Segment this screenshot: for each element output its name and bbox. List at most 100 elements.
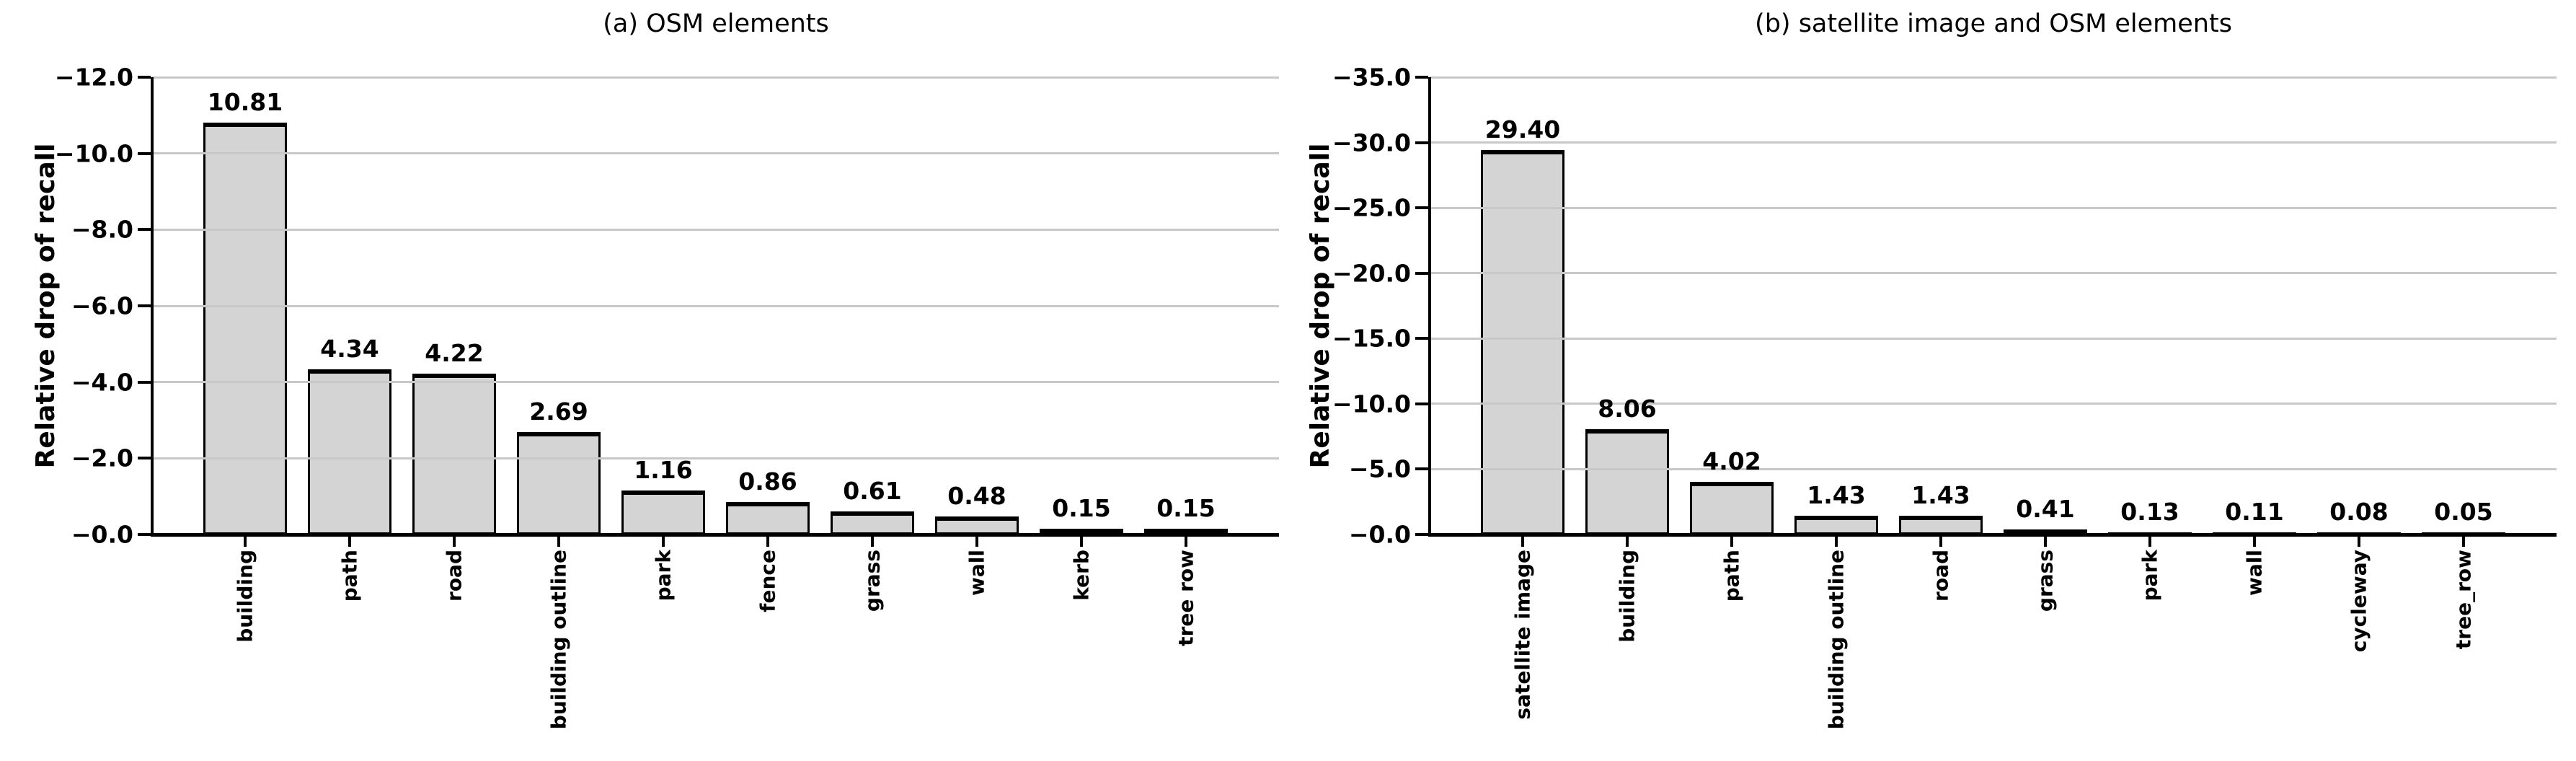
chart-title-a: (a) OSM elements <box>603 9 829 38</box>
y-axis-spine <box>151 77 154 536</box>
y-tick-mark <box>138 533 151 536</box>
y-tick-mark <box>138 151 151 155</box>
bar-road <box>1899 516 1983 535</box>
x-tick-label-building: building <box>1615 550 1639 643</box>
x-tick-mark <box>2358 537 2360 547</box>
x-tick-mark <box>662 537 665 547</box>
y-tick-label: −35.0 <box>1332 63 1411 92</box>
bar-building-outline <box>517 431 601 535</box>
bar-road <box>412 374 496 535</box>
gridline <box>152 304 1279 307</box>
x-tick-label-park: park <box>651 550 676 602</box>
bar-value-label-wall: 0.11 <box>2225 498 2284 526</box>
y-tick-mark <box>1415 467 1428 471</box>
bar-path <box>308 369 391 535</box>
bar-wall <box>935 516 1019 535</box>
x-tick-mark <box>453 537 456 547</box>
bar-building <box>1585 428 1669 535</box>
x-tick-label-cycleway: cycleway <box>2347 550 2371 653</box>
bar-value-label-park: 0.13 <box>2120 498 2179 526</box>
x-tick-label-path: path <box>1719 550 1744 602</box>
y-tick-mark <box>1415 402 1428 405</box>
y-axis-label-b: Relative drop of recall <box>1306 143 1335 469</box>
gridline <box>152 152 1279 155</box>
bar-satellite-image <box>1481 150 1564 535</box>
x-tick-label-kerb: kerb <box>1069 550 1094 601</box>
x-tick-label-satellite-image: satellite image <box>1510 550 1535 720</box>
y-tick-mark <box>138 380 151 384</box>
bar-building <box>203 122 287 535</box>
x-tick-label-building-outline: building outline <box>1824 550 1849 730</box>
gridline <box>1430 403 2557 405</box>
x-tick-label-tree-row: tree row <box>1174 550 1198 646</box>
x-tick-mark <box>244 537 247 547</box>
y-tick-label: −12.0 <box>54 63 133 92</box>
bar-value-label-path: 4.02 <box>1702 447 1761 476</box>
y-tick-label: −10.0 <box>1332 390 1411 418</box>
gridline <box>1430 141 2557 144</box>
y-tick-label: −2.0 <box>71 444 133 472</box>
x-axis-line <box>1428 533 2557 537</box>
x-tick-mark <box>766 537 769 547</box>
x-tick-mark <box>1730 537 1733 547</box>
y-tick-mark <box>138 457 151 460</box>
gridline <box>152 76 1279 79</box>
x-tick-label-road: road <box>442 550 466 602</box>
x-tick-label-path: path <box>337 550 362 602</box>
x-tick-mark <box>557 537 560 547</box>
x-tick-mark <box>1185 537 1187 547</box>
gridline <box>152 228 1279 231</box>
gridline <box>1430 272 2557 275</box>
bar-value-label-satellite-image: 29.40 <box>1484 115 1561 144</box>
x-tick-label-grass: grass <box>2033 550 2058 612</box>
gridline <box>1430 76 2557 79</box>
bar-park <box>621 490 705 535</box>
x-tick-mark <box>1080 537 1083 547</box>
y-tick-label: −30.0 <box>1332 128 1411 157</box>
x-tick-mark <box>1626 537 1629 547</box>
gridline <box>152 381 1279 384</box>
bar-fence <box>726 501 810 535</box>
gridline <box>152 457 1279 459</box>
y-tick-mark <box>1415 76 1428 79</box>
bar-value-label-tree-row: 0.05 <box>2434 498 2493 526</box>
bar-value-label-kerb: 0.15 <box>1052 494 1111 523</box>
x-tick-mark <box>1835 537 1838 547</box>
bar-value-label-grass: 0.61 <box>843 476 902 505</box>
y-axis-label-a: Relative drop of recall <box>31 143 61 469</box>
x-tick-label-building-outline: building outline <box>546 550 571 730</box>
y-tick-label: −4.0 <box>71 368 133 397</box>
y-tick-mark <box>138 228 151 232</box>
bar-value-label-building: 10.81 <box>207 87 283 116</box>
x-tick-mark <box>1521 537 1524 547</box>
y-tick-label: −25.0 <box>1332 193 1411 222</box>
x-tick-label-park: park <box>2138 550 2162 602</box>
y-tick-mark <box>1415 533 1428 536</box>
x-tick-label-road: road <box>1929 550 1953 602</box>
gridline <box>1430 467 2557 470</box>
y-tick-mark <box>1415 141 1428 144</box>
y-tick-mark <box>1415 337 1428 340</box>
bar-value-label-fence: 0.86 <box>738 467 797 496</box>
x-tick-mark <box>2462 537 2465 547</box>
chart-title-b: (b) satellite image and OSM elements <box>1755 9 2232 38</box>
bar-value-label-park: 1.16 <box>634 455 693 484</box>
x-tick-label-wall: wall <box>2242 550 2267 596</box>
gridline <box>1430 206 2557 209</box>
x-axis-line <box>151 533 1279 537</box>
x-tick-mark <box>2148 537 2151 547</box>
y-tick-mark <box>138 76 151 79</box>
y-tick-label: −0.0 <box>1348 520 1411 549</box>
gridline <box>1430 337 2557 340</box>
x-tick-label-building: building <box>233 550 257 643</box>
bar-value-label-building-outline: 1.43 <box>1807 481 1866 510</box>
bar-value-label-wall: 0.48 <box>947 481 1006 510</box>
bar-path <box>1690 482 1774 535</box>
x-tick-mark <box>2044 537 2047 547</box>
y-tick-label: −15.0 <box>1332 324 1411 353</box>
bar-value-label-road: 1.43 <box>1911 481 1970 510</box>
y-tick-label: −10.0 <box>54 139 133 168</box>
bar-building-outline <box>1794 516 1878 535</box>
